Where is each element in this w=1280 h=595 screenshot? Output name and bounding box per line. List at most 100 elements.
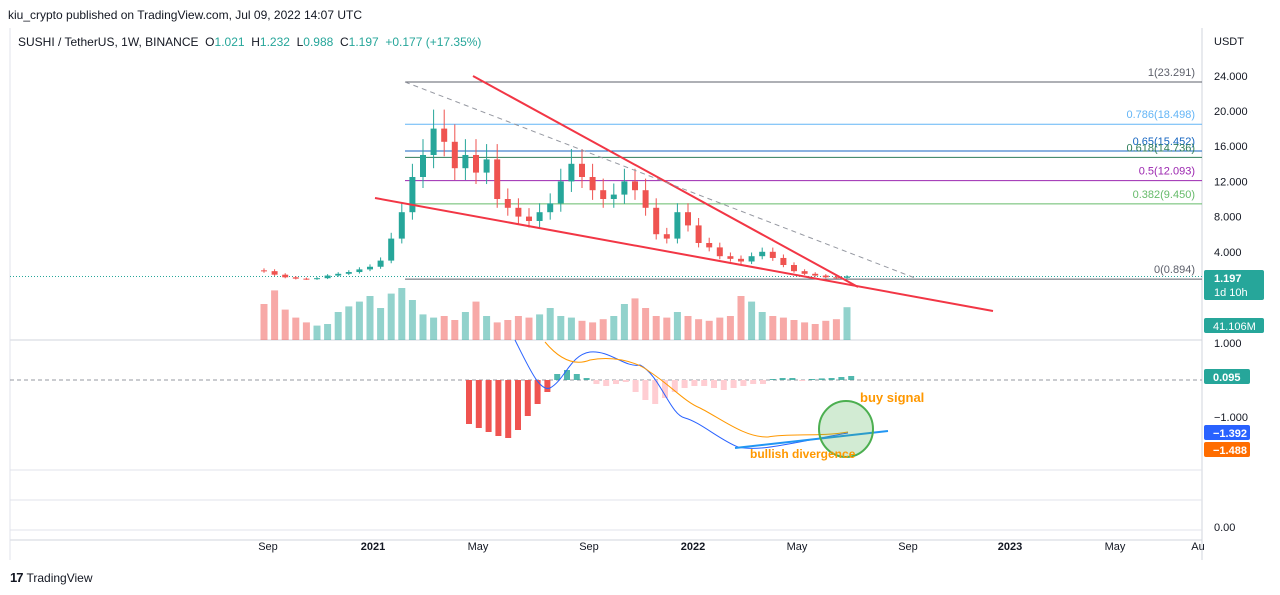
candle-body xyxy=(568,163,575,182)
candle-body xyxy=(621,181,628,195)
candle-body xyxy=(589,177,596,191)
volume-bar xyxy=(366,296,374,340)
bullish-divergence-annotation: bullish divergence xyxy=(750,447,856,461)
volume-bar xyxy=(758,312,766,340)
candle-body xyxy=(303,278,310,280)
macd-histogram-bar xyxy=(515,380,521,430)
brand-name: TradingView xyxy=(26,570,93,585)
macd-tick-label: 1.000 xyxy=(1214,338,1242,350)
macd-histogram-bar xyxy=(613,380,619,384)
x-tick-label: Sep xyxy=(579,541,599,553)
y-tick-label: 24.000 xyxy=(1214,71,1248,83)
volume-bar xyxy=(663,317,671,340)
volume-bar xyxy=(260,304,268,340)
macd-histogram-bar xyxy=(505,380,512,438)
x-tick-label: Sep xyxy=(258,541,278,553)
volume-bar xyxy=(567,317,575,340)
signal-line xyxy=(544,341,849,438)
candle-body xyxy=(557,181,564,204)
open-value: 1.021 xyxy=(214,35,245,49)
candle-body xyxy=(600,190,607,199)
fib-level-label: 0(0.894) xyxy=(1154,264,1195,276)
candle-body xyxy=(314,278,320,280)
macd-histogram-bar xyxy=(554,374,561,380)
volume-bar xyxy=(440,316,448,340)
buy-signal-annotation: buy signal xyxy=(860,390,924,405)
x-tick-label: Au xyxy=(1191,541,1204,553)
macd-histogram-bar xyxy=(534,380,541,404)
volume-bar xyxy=(716,317,724,340)
candle-body xyxy=(526,216,532,221)
change-value: +0.177 (+17.35%) xyxy=(385,35,482,49)
candle-body xyxy=(409,177,416,213)
volume-bar xyxy=(726,316,734,340)
volume-bar xyxy=(801,322,809,340)
macd-histogram-bar xyxy=(760,380,766,384)
candle-body xyxy=(685,212,691,226)
macd-histogram-bar xyxy=(573,374,580,380)
symbol-legend: SUSHI / TetherUS, 1W, BINANCE O1.021 H1.… xyxy=(18,35,481,49)
candle-body xyxy=(261,270,267,272)
descending-support-line xyxy=(374,197,994,312)
candle-body xyxy=(335,273,342,276)
volume-bar xyxy=(557,316,565,340)
macd-histogram-bar xyxy=(662,380,668,398)
volume-bar xyxy=(832,319,840,340)
candle-body xyxy=(282,274,289,278)
candle-body xyxy=(494,159,501,199)
candle-body xyxy=(292,277,299,279)
low-value: 0.988 xyxy=(303,35,334,49)
volume-bar xyxy=(843,307,851,340)
volume-bar xyxy=(525,317,533,340)
candle-body xyxy=(367,266,373,270)
candle-body xyxy=(663,234,670,239)
macd-histogram-bar xyxy=(730,380,737,388)
macd-histogram-bar xyxy=(642,380,649,400)
macd-histogram-bar xyxy=(809,379,815,380)
volume-bar xyxy=(281,309,289,340)
volume-bar xyxy=(610,316,618,340)
macd-line-value: −1.392 xyxy=(1213,428,1247,440)
macd-histogram-bar xyxy=(828,378,835,380)
symbol-name[interactable]: SUSHI / TetherUS, 1W, BINANCE xyxy=(18,35,199,49)
macd-histogram-bar xyxy=(671,380,678,392)
fib-level-label: 0.618(14.736) xyxy=(1127,142,1196,154)
candle-body xyxy=(547,203,554,213)
x-tick-label: May xyxy=(468,541,489,553)
y-tick-label: 20.000 xyxy=(1214,106,1248,118)
volume-bar xyxy=(398,288,406,340)
volume-bar xyxy=(324,324,332,340)
macd-tick-label: −1.000 xyxy=(1214,412,1248,424)
volume-bar xyxy=(504,320,512,340)
candle-body xyxy=(738,258,744,262)
candle-body xyxy=(844,276,850,278)
candle-body xyxy=(377,260,384,267)
close-label: C xyxy=(339,35,349,49)
fib-level-label: 1(23.291) xyxy=(1148,67,1195,79)
candle-body xyxy=(441,128,448,142)
fib-level-label: 0.65(15.452) xyxy=(1133,136,1195,148)
candle-body xyxy=(356,269,363,273)
candle-body xyxy=(515,207,522,217)
macd-histogram-bar xyxy=(652,380,659,404)
volume-bar xyxy=(419,314,427,340)
volume-bar xyxy=(737,296,745,340)
macd-histogram-bar xyxy=(495,380,502,436)
macd-histogram-bar xyxy=(711,380,717,388)
candle-body xyxy=(420,155,426,177)
candle-body xyxy=(345,272,352,274)
macd-histogram-bar xyxy=(720,380,727,390)
x-tick-label: May xyxy=(787,541,808,553)
dashed-trend-line xyxy=(404,81,916,279)
close-value: 1.197 xyxy=(348,35,379,49)
tradingview-footer[interactable]: 17 TradingView xyxy=(10,570,93,585)
signal-line-value: −1.488 xyxy=(1213,445,1247,457)
candle-body xyxy=(716,247,723,257)
volume-bar xyxy=(302,322,310,340)
volume-bar xyxy=(345,306,353,340)
volume-bar xyxy=(748,301,756,340)
volume-bar xyxy=(430,317,438,340)
candle-body xyxy=(695,225,702,243)
candle-body xyxy=(759,251,766,257)
